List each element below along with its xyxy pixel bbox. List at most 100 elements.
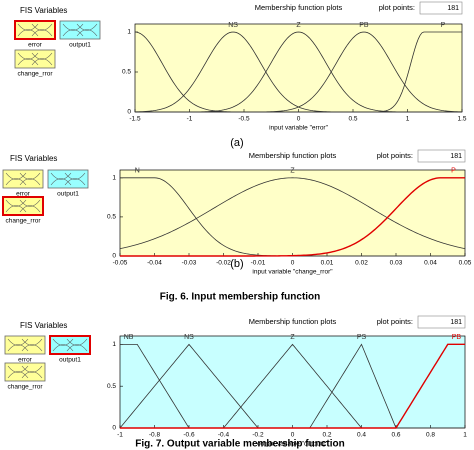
icon-box <box>4 335 46 355</box>
icon-box <box>49 335 91 355</box>
mf-label: NS <box>228 22 238 29</box>
y-tick-label: 1 <box>127 29 131 36</box>
x-axis-label: input variable "change_rror" <box>252 269 333 276</box>
membership-curve <box>135 31 462 113</box>
x-tick-label: 0.2 <box>322 432 331 439</box>
y-tick-label: 0.5 <box>107 214 116 221</box>
x-tick-label: 0.03 <box>390 260 403 267</box>
x-axis-label: input variable "error" <box>269 125 329 132</box>
variable-label: error <box>18 357 33 364</box>
plot-area <box>119 169 466 257</box>
variable-label: error <box>28 42 43 49</box>
plot-points-box[interactable] <box>417 149 466 163</box>
y-tick-label: 0 <box>112 425 116 432</box>
icon-pattern <box>17 23 53 37</box>
variable-label: error <box>16 191 31 198</box>
variable-label: change_rror <box>7 384 43 391</box>
plot-points-box[interactable] <box>417 315 466 329</box>
plot-area <box>119 335 466 429</box>
y-tick-label: 1 <box>112 341 116 348</box>
caption: (a) <box>230 137 243 149</box>
x-tick-label: 0 <box>297 116 301 123</box>
x-tick-label: 0.04 <box>424 260 437 267</box>
plot-points-value: 181 <box>450 153 462 160</box>
membership-curve <box>119 177 466 250</box>
variable-icon[interactable]: error <box>4 335 46 364</box>
x-tick-label: 1 <box>406 116 410 123</box>
variable-icon[interactable]: output1 <box>49 335 91 364</box>
icon-box <box>47 169 89 189</box>
membership-curve <box>120 177 465 257</box>
variable-label: output1 <box>57 191 79 198</box>
icon-box <box>4 362 46 382</box>
icon-box <box>2 196 44 216</box>
variable-label: output1 <box>59 357 81 364</box>
mf-label: PB <box>452 334 462 341</box>
plot-title: Membership function plots <box>249 151 337 160</box>
icon-pattern <box>5 199 41 213</box>
x-tick-label: 0 <box>291 260 295 267</box>
x-tick-label: -0.01 <box>251 260 266 267</box>
x-tick-label: -0.05 <box>113 260 128 267</box>
x-tick-label: -0.04 <box>147 260 162 267</box>
variable-icon[interactable]: change_rror <box>14 49 56 78</box>
x-tick-label: -0.03 <box>182 260 197 267</box>
variable-icon[interactable]: output1 <box>47 169 89 198</box>
x-tick-label: -0.5 <box>238 116 250 123</box>
x-tick-label: 0.05 <box>459 260 472 267</box>
variable-label: output1 <box>69 42 91 49</box>
x-tick-label: -0.4 <box>218 432 230 439</box>
panel-title: FIS Variables <box>20 6 67 15</box>
x-tick-label: 0.4 <box>357 432 366 439</box>
plot-points-label: plot points: <box>379 3 415 12</box>
x-tick-label: 0 <box>291 432 295 439</box>
x-tick-label: -0.2 <box>252 432 264 439</box>
x-tick-label: -1 <box>117 432 123 439</box>
variable-label: change_rror <box>5 218 41 225</box>
x-tick-label: 0.02 <box>355 260 368 267</box>
y-tick-label: 0 <box>112 253 116 260</box>
mf-label: NB <box>124 334 134 341</box>
caption: (b) <box>230 258 243 270</box>
icon-pattern <box>17 52 53 66</box>
y-tick-label: 0.5 <box>122 69 131 76</box>
x-tick-label: 0.5 <box>348 116 357 123</box>
variable-icon[interactable]: output1 <box>59 20 101 49</box>
variable-icon[interactable]: error <box>14 20 56 49</box>
mf-label: Z <box>290 334 295 341</box>
variable-icon[interactable]: change_rror <box>2 196 44 225</box>
icon-pattern <box>62 23 98 37</box>
icon-pattern <box>7 365 43 379</box>
icon-box <box>14 20 56 40</box>
plot-points-box[interactable] <box>419 1 463 15</box>
plot-title: Membership function plots <box>255 3 343 12</box>
plot-area <box>134 23 463 113</box>
mf-label: NS <box>184 334 194 341</box>
icon-box <box>2 169 44 189</box>
panel-title: FIS Variables <box>10 154 57 163</box>
y-tick-label: 1 <box>112 175 116 182</box>
variable-icon[interactable]: change_rror <box>4 362 46 391</box>
x-tick-label: -0.6 <box>183 432 195 439</box>
x-tick-label: 0.6 <box>391 432 400 439</box>
mf-label: PB <box>359 22 369 29</box>
figure-caption: Fig. 7. Output variable membership funct… <box>135 439 344 450</box>
icon-pattern <box>5 172 41 186</box>
x-tick-label: 1.5 <box>457 116 466 123</box>
icon-box <box>14 49 56 69</box>
x-tick-label: -0.8 <box>149 432 161 439</box>
plot-points-value: 181 <box>447 5 459 12</box>
y-tick-label: 0 <box>127 109 131 116</box>
icon-pattern <box>52 338 88 352</box>
mf-label: N <box>135 168 140 175</box>
icon-pattern <box>7 338 43 352</box>
x-axis-label: output variable "output1" <box>257 441 328 448</box>
plot-points-label: plot points: <box>377 151 413 160</box>
plot-title: Membership function plots <box>249 317 337 326</box>
x-tick-label: 0.01 <box>321 260 334 267</box>
mf-label: Z <box>296 22 301 29</box>
variable-icon[interactable]: error <box>2 169 44 198</box>
x-tick-label: 1 <box>463 432 467 439</box>
mf-label: Z <box>290 168 295 175</box>
